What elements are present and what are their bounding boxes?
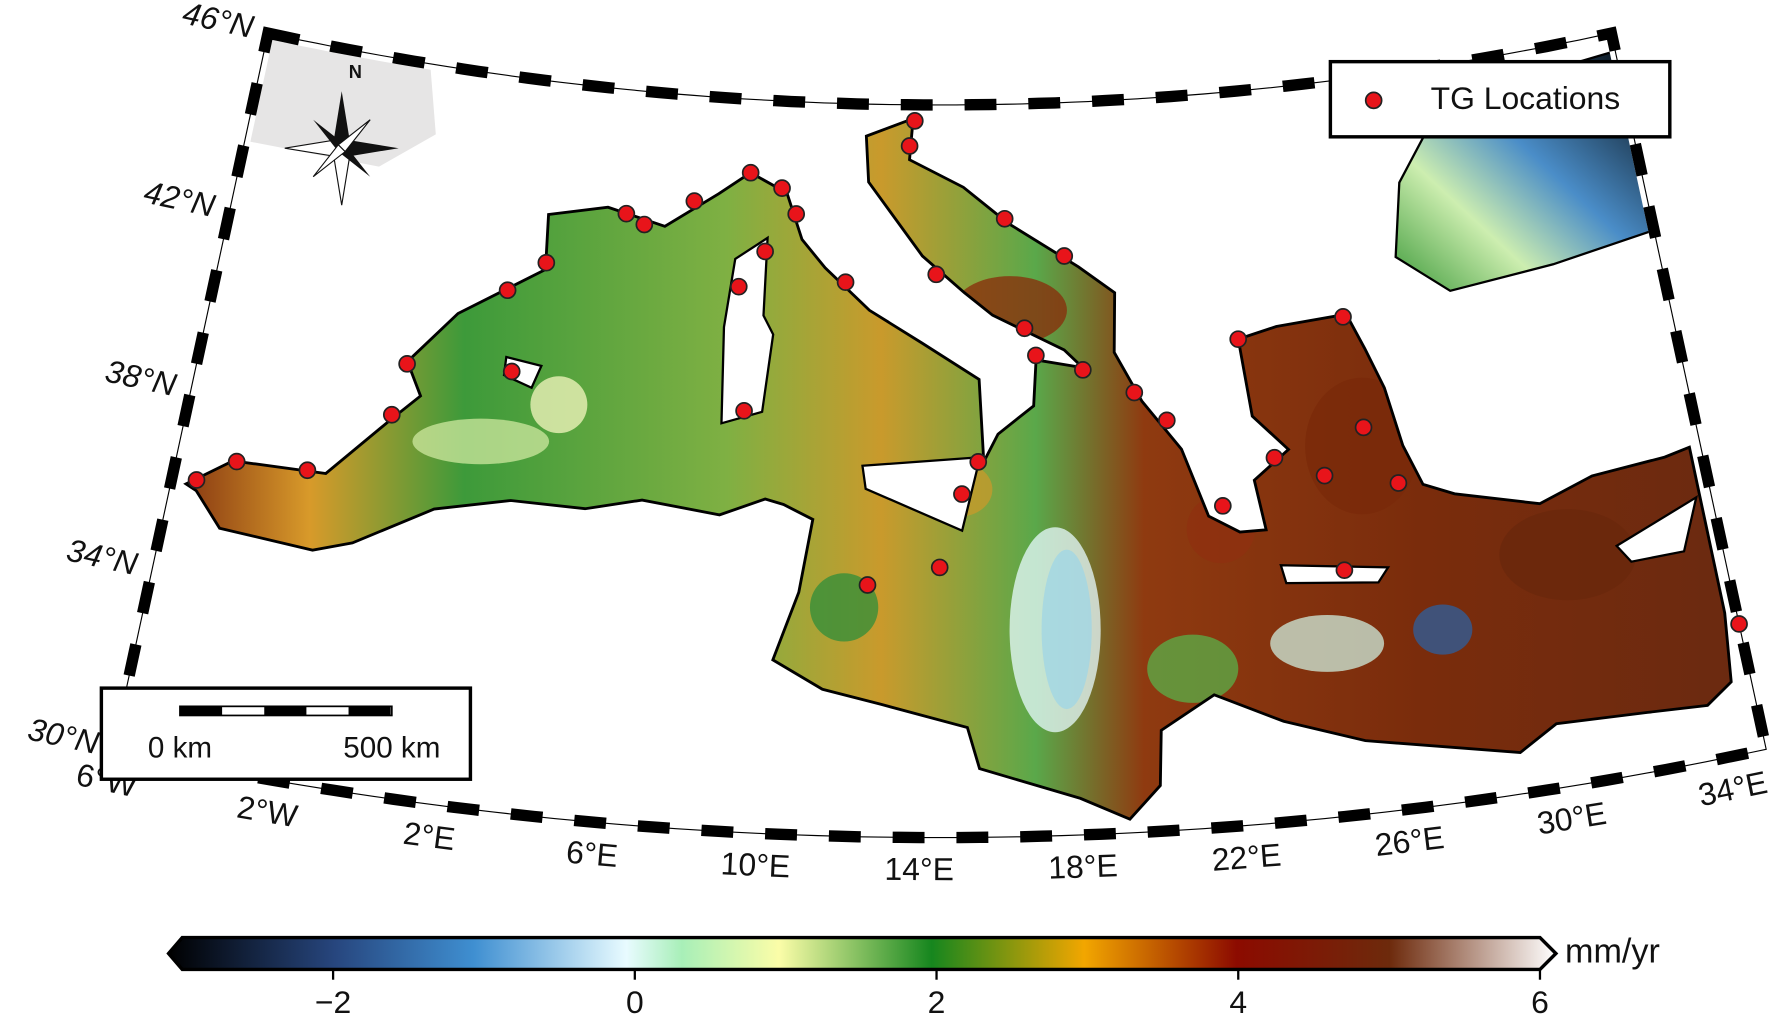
colorbar-tick-label: 2 [928,984,946,1020]
tide-gauge [969,453,988,471]
tide-gauge [836,273,855,292]
tide-gauge [735,401,753,420]
tide-gauge [787,205,806,223]
tide-gauge [635,215,654,234]
tide-gauge [227,452,246,471]
lat-label: 42°N [141,174,219,224]
scale-bar-label: 0 km [148,731,212,764]
lon-label: 26°E [1373,819,1446,863]
tide-gauge [1334,308,1352,326]
tide-gauge-layer [187,112,1748,633]
tide-gauge [756,242,774,261]
tide-gauge [858,576,877,594]
compass-needle [312,143,346,178]
compass-label: N [349,62,362,82]
colorbar-ramp [166,935,1559,972]
tide-gauge [905,112,924,130]
sea-blob [530,376,588,434]
tide-gauge [1074,361,1092,379]
compass-needle [313,119,346,152]
lat-label: 46°N [180,0,258,45]
tide-gauge [930,558,949,577]
island [1614,494,1698,563]
lon-label: 10°E [720,845,791,884]
tide-gauge [1265,448,1284,467]
sea-blob [1270,614,1385,672]
tide-gauge [382,405,401,424]
sea-layer [183,116,1733,821]
lon-label: 22°E [1210,837,1282,878]
lat-label: 30°N [25,711,103,761]
scale-bar: 0 km 500 km [99,686,473,781]
tide-gauge [1315,466,1334,485]
tide-gauge [1389,474,1408,492]
tide-gauge [1055,247,1074,265]
lon-label: 14°E [884,851,954,887]
tide-gauge [927,265,946,284]
island [1279,564,1391,585]
sea-blob [1147,634,1239,703]
tide-gauge [900,137,919,155]
tide-gauge [1027,346,1045,365]
lat-label: 34°N [63,532,141,582]
compass-needle [333,91,350,149]
alps-shading [244,33,436,167]
compass: N [284,62,399,206]
lon-label: 34°E [1695,764,1770,813]
island [861,455,982,533]
colorbar-tick-label: 6 [1531,984,1549,1020]
tide-gauge [502,362,521,381]
sea-blob [412,418,550,465]
legend: TG Locations [1328,59,1672,139]
lon-label: 6°E [565,834,620,874]
tide-gauge [498,281,517,300]
tide-gauge [995,209,1014,228]
lon-label: 2°W [234,789,300,835]
tide-gauge [1214,497,1232,515]
sea-blob [1413,604,1473,655]
colorbar-tick-label: 0 [626,984,644,1020]
sea-blob [1041,549,1092,710]
compass-needle [341,140,399,157]
tide-gauge [1125,383,1144,402]
scale-bar-box [99,686,473,781]
tide-gauge [617,204,636,223]
tide-gauge [1354,418,1373,437]
legend-label: TG Locations [1431,80,1621,116]
scale-bar-outline [179,705,393,717]
lon-label: 18°E [1048,847,1119,886]
colorbar: mm/yr −2 0 2 4 6 [166,933,1660,1020]
tide-gauge [1229,330,1248,348]
tide-gauge [685,192,704,210]
colorbar-unit: mm/yr [1565,933,1660,971]
map-frame [106,26,1773,844]
compass-needle [338,144,371,177]
colorbar-tick-label: −2 [315,984,351,1020]
sea-blob [1499,509,1636,601]
frame-outline [112,32,1767,839]
tide-gauge [298,461,317,480]
lon-label: 30°E [1535,795,1609,842]
tide-gauge [1157,411,1176,430]
lat-label: 38°N [102,353,180,403]
tide-gauge [1015,319,1034,338]
tide-gauge [398,355,416,373]
tide-gauge [187,471,206,489]
tide-gauge [537,253,556,272]
coastline [183,116,1733,821]
legend-symbol [1364,91,1383,110]
colorbar-tick-label: 4 [1229,984,1247,1020]
tide-gauge [729,277,748,296]
scale-bar-label: 500 km [343,731,440,764]
tide-gauge [1730,615,1748,633]
tide-gauge [773,179,791,197]
tide-gauge [1335,561,1354,580]
legend-box [1328,59,1672,139]
tide-gauge [741,163,760,182]
lon-label: 2°E [401,815,457,857]
tide-gauge [953,485,971,503]
